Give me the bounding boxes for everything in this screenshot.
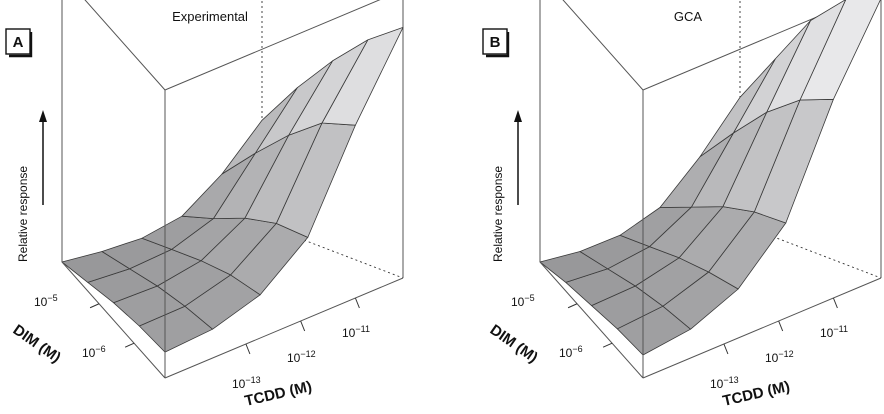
x-tick (723, 343, 729, 355)
panel-a: A Experimental Relative response DIM (M)… (5, 0, 404, 410)
box-top (562, 0, 859, 91)
response-arrow-head (514, 110, 522, 122)
y-tick (567, 303, 578, 309)
panel-letter: B (490, 34, 501, 51)
z-axis-label: Relative response (16, 166, 30, 262)
y-axis-label: DIM (M) (487, 321, 541, 366)
panel-letter-shadow (9, 32, 33, 58)
y-axis-label: DIM (M) (10, 321, 64, 366)
box-top (84, 0, 381, 91)
y-tick-label: 10−6 (82, 344, 106, 360)
x-tick (778, 320, 784, 332)
surface-facet (221, 87, 298, 175)
x-tick (832, 297, 838, 309)
surface-facet (699, 58, 776, 158)
y-tick (602, 342, 613, 348)
y-tick-label: 10−5 (511, 293, 535, 309)
chart-title: GCA (674, 9, 703, 24)
box-edge (164, 277, 404, 379)
x-tick-label: 10−13 (232, 375, 261, 391)
x-tick-label: 10−12 (765, 349, 794, 365)
x-tick (300, 320, 306, 332)
y-tick-label: 10−5 (34, 293, 58, 309)
z-axis-label: Relative response (491, 166, 505, 262)
box-edge (61, 261, 166, 379)
x-tick-label: 10−12 (287, 349, 316, 365)
y-tick (89, 303, 100, 309)
box-edge (642, 277, 882, 379)
x-tick-label: 10−11 (820, 324, 848, 340)
y-tick (124, 342, 135, 348)
x-tick-label: 10−13 (710, 375, 739, 391)
panel-letter-shadow (486, 32, 510, 58)
x-tick (245, 343, 251, 355)
y-tick-label: 10−6 (559, 344, 583, 360)
chart-title: Experimental (172, 9, 248, 24)
panel-b: B GCA Relative response DIM (M) TCDD (M)… (442, 0, 884, 414)
box-edge (539, 261, 644, 379)
surface-plot-experimental: A Experimental Relative response DIM (M)… (5, 0, 404, 410)
x-tick-label: 10−11 (342, 324, 370, 340)
x-tick (354, 297, 360, 309)
surface-plot-gca: B GCA Relative response DIM (M) TCDD (M)… (482, 0, 882, 410)
response-arrow-head (39, 110, 47, 122)
panel-letter: A (13, 34, 24, 51)
